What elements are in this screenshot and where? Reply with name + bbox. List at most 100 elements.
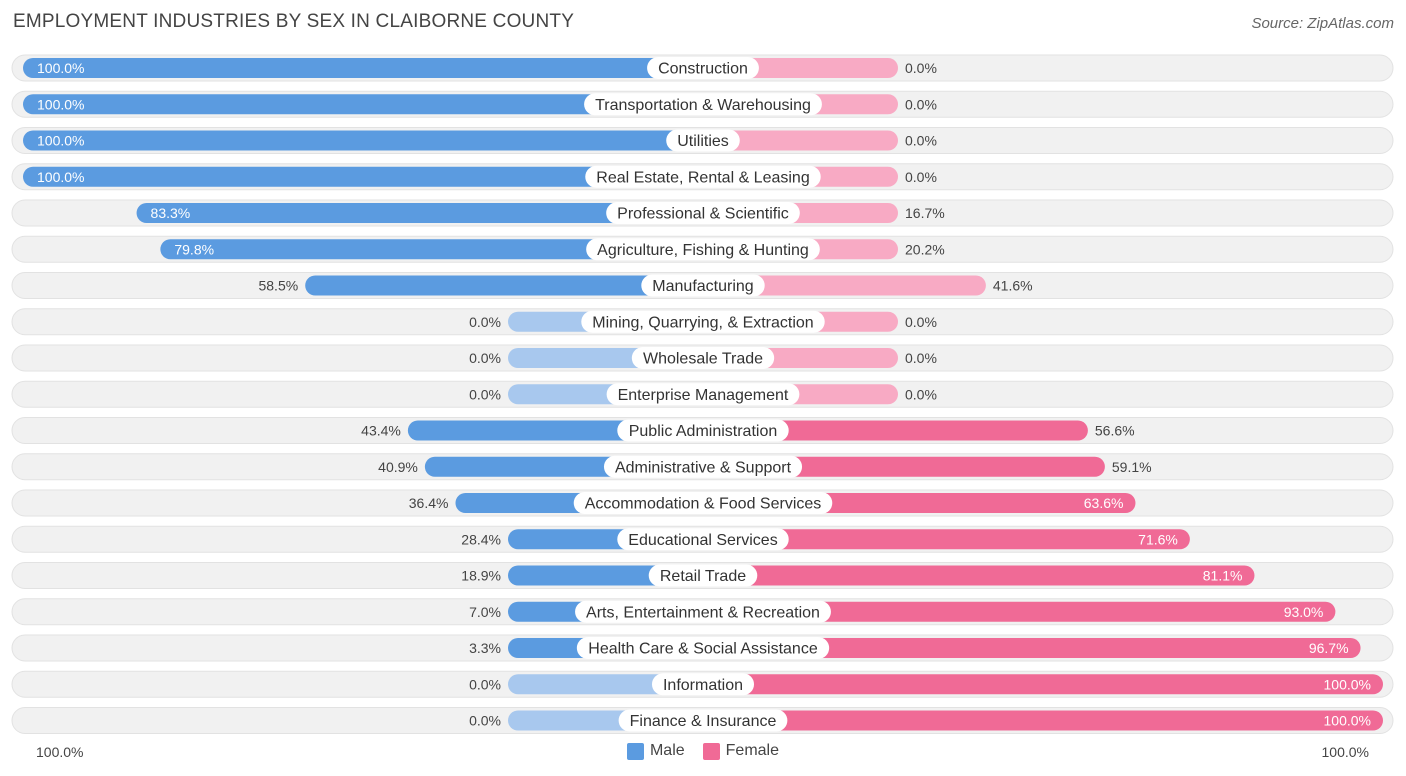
category-pill — [575, 600, 831, 623]
female-value-label: 96.7% — [1309, 640, 1349, 656]
category-label: Finance & Insurance — [630, 713, 777, 730]
female-value-label: 93.0% — [1284, 604, 1324, 620]
female-bar — [703, 130, 898, 151]
male-value-label: 0.0% — [469, 350, 501, 366]
chart-row: 100.0% 0.0% Construction — [11, 54, 1394, 82]
category-pill — [651, 673, 755, 696]
legend-label-male: Male — [649, 742, 685, 759]
category-pill — [648, 564, 758, 587]
chart-row: 3.3% 96.7% Health Care & Social Assistance — [11, 634, 1394, 662]
female-bar — [703, 710, 1383, 731]
male-bar — [160, 239, 704, 260]
female-value-label: 0.0% — [905, 96, 937, 112]
legend-item-female[interactable]: Female — [702, 742, 779, 760]
category-label: Professional & Scientific — [617, 206, 789, 223]
chart-row: 100.0% 0.0% Real Estate, Rental & Leasing — [11, 163, 1394, 191]
category-label: Utilities — [677, 133, 729, 150]
female-value-label: 59.1% — [1112, 459, 1152, 475]
male-value-label: 3.3% — [469, 640, 501, 656]
female-bar — [703, 674, 1383, 695]
category-pill — [647, 57, 759, 79]
female-value-label: 81.1% — [1203, 568, 1243, 584]
chart-row: 0.0% 100.0% Information — [11, 670, 1394, 698]
chart-row: 83.3% 16.7% Professional & Scientific — [11, 199, 1394, 227]
male-value-label: 79.8% — [174, 241, 214, 257]
female-value-label: 41.6% — [993, 278, 1033, 294]
category-label: Agriculture, Fishing & Hunting — [597, 242, 809, 259]
category-pill — [631, 347, 775, 369]
male-value-label: 0.0% — [469, 314, 501, 330]
category-pill — [603, 455, 803, 478]
category-pill — [617, 528, 789, 551]
chart-title: EMPLOYMENT INDUSTRIES BY SEX IN CLAIBORN… — [13, 11, 575, 32]
male-bar — [23, 58, 703, 78]
category-label: Arts, Entertainment & Recreation — [586, 604, 820, 621]
chart-row: 79.8% 20.2% Agriculture, Fishing & Hunting — [11, 235, 1394, 263]
female-value-label: 0.0% — [905, 386, 937, 402]
male-value-label: 58.5% — [258, 278, 298, 294]
category-label: Real Estate, Rental & Leasing — [596, 169, 809, 186]
chart-row: 0.0% 0.0% Wholesale Trade — [11, 344, 1394, 372]
male-value-label: 83.3% — [151, 205, 191, 221]
female-bar — [703, 420, 1088, 441]
category-label: Retail Trade — [660, 568, 746, 585]
category-label: Transportation & Warehousing — [595, 97, 811, 114]
category-label: Health Care & Social Assistance — [588, 641, 818, 658]
category-label: Mining, Quarrying, & Extraction — [592, 314, 813, 331]
axis-left-label: 100.0% — [36, 744, 84, 760]
bar-chart: 100.0% 0.0% Construction 100.0% 0.0% Transpor… — [11, 54, 1394, 734]
chart-row: 0.0% 100.0% Finance & Insurance — [11, 707, 1394, 734]
female-value-label: 0.0% — [905, 350, 937, 366]
category-pill — [618, 709, 788, 732]
male-value-label: 7.0% — [469, 604, 501, 620]
category-pill — [666, 129, 740, 152]
female-value-label: 100.0% — [1324, 713, 1371, 729]
male-value-label: 0.0% — [469, 676, 501, 692]
category-label: Public Administration — [629, 423, 778, 440]
category-pill — [641, 274, 765, 297]
female-value-label: 16.7% — [905, 205, 945, 221]
female-bar — [703, 275, 986, 296]
female-value-label: 100.0% — [1324, 676, 1371, 692]
chart-row: 7.0% 93.0% Arts, Entertainment & Recreatio… — [11, 598, 1394, 626]
female-bar — [703, 601, 1336, 622]
female-bar — [703, 529, 1190, 550]
female-value-label: 20.2% — [905, 241, 945, 257]
category-label: Information — [663, 677, 743, 694]
female-bar — [703, 565, 1255, 586]
category-label: Accommodation & Food Services — [585, 496, 822, 513]
female-value-label: 56.6% — [1095, 423, 1135, 439]
female-value-label: 0.0% — [905, 314, 937, 330]
female-bar — [703, 456, 1105, 477]
male-value-label: 100.0% — [37, 133, 84, 149]
category-pill — [573, 492, 833, 514]
male-value-label: 0.0% — [469, 713, 501, 729]
category-pill — [606, 383, 800, 406]
male-bar — [23, 130, 703, 151]
male-value-label: 36.4% — [409, 495, 449, 511]
legend-swatch-male — [626, 742, 644, 760]
male-bar — [23, 166, 703, 187]
category-label: Administrative & Support — [615, 459, 792, 476]
legend-swatch-female — [702, 742, 720, 760]
category-pill — [584, 93, 822, 116]
category-label: Wholesale Trade — [643, 351, 763, 368]
legend: Male Female — [0, 742, 1406, 760]
male-value-label: 100.0% — [37, 169, 84, 185]
male-bar — [136, 203, 703, 223]
chart-row: 28.4% 71.6% Educational Services — [11, 525, 1394, 553]
chart-row: 18.9% 81.1% Retail Trade — [11, 562, 1394, 589]
source-label: Source: ZipAtlas.com — [1251, 15, 1394, 32]
category-label: Educational Services — [628, 532, 777, 549]
male-value-label: 28.4% — [461, 531, 501, 547]
female-value-label: 0.0% — [905, 169, 937, 185]
chart-row: 0.0% 0.0% Mining, Quarrying, & Extraction — [11, 308, 1394, 336]
male-bar — [23, 94, 703, 115]
legend-item-male[interactable]: Male — [626, 742, 685, 760]
male-value-label: 43.4% — [361, 423, 401, 439]
category-label: Construction — [658, 61, 748, 78]
chart-row: 40.9% 59.1% Administrative & Support — [11, 453, 1394, 481]
category-pill — [586, 238, 820, 261]
category-label: Manufacturing — [652, 278, 753, 295]
category-label: Enterprise Management — [618, 387, 789, 404]
